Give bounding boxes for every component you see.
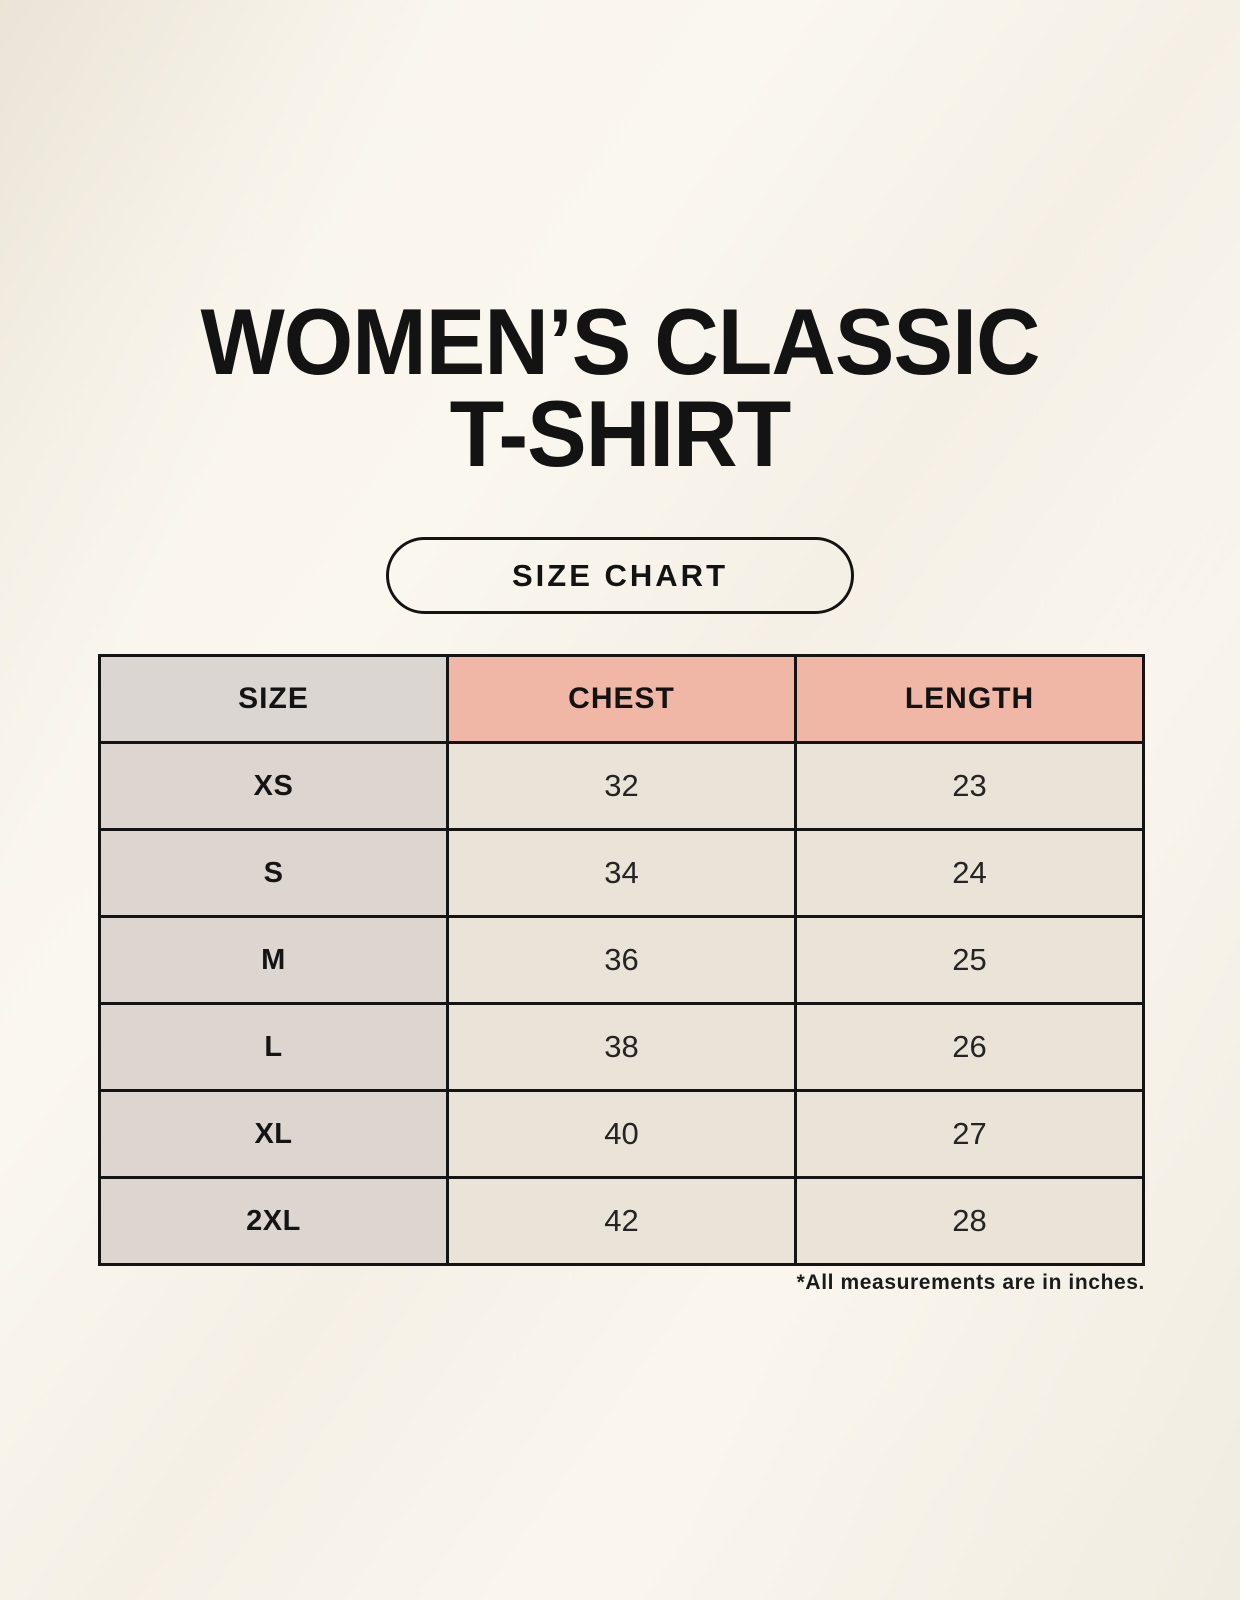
length-cell: 23 bbox=[794, 741, 1145, 831]
length-cell: 26 bbox=[794, 1002, 1145, 1092]
size-chart-table: SIZE CHEST LENGTH XS 32 23 S 34 24 M 36 … bbox=[98, 654, 1145, 1266]
size-cell: XL bbox=[98, 1089, 449, 1179]
column-header-size: SIZE bbox=[98, 654, 449, 744]
page-title-line-1: WOMEN’S CLASSIC bbox=[200, 289, 1040, 394]
chest-cell: 42 bbox=[446, 1176, 797, 1266]
length-cell: 24 bbox=[794, 828, 1145, 918]
table-header-row: SIZE CHEST LENGTH bbox=[98, 654, 1145, 744]
chest-cell: 36 bbox=[446, 915, 797, 1005]
length-cell: 27 bbox=[794, 1089, 1145, 1179]
table-row: S 34 24 bbox=[98, 828, 1145, 918]
length-cell: 28 bbox=[794, 1176, 1145, 1266]
column-header-chest: CHEST bbox=[446, 654, 797, 744]
table-row: M 36 25 bbox=[98, 915, 1145, 1005]
table-row: L 38 26 bbox=[98, 1002, 1145, 1092]
chest-cell: 38 bbox=[446, 1002, 797, 1092]
page-title-line-2: T-SHIRT bbox=[449, 381, 792, 486]
size-cell: M bbox=[98, 915, 449, 1005]
length-cell: 25 bbox=[794, 915, 1145, 1005]
chest-cell: 34 bbox=[446, 828, 797, 918]
table-row: XL 40 27 bbox=[98, 1089, 1145, 1179]
size-cell: 2XL bbox=[98, 1176, 449, 1266]
chest-cell: 40 bbox=[446, 1089, 797, 1179]
size-chart-table-container: SIZE CHEST LENGTH XS 32 23 S 34 24 M 36 … bbox=[98, 654, 1145, 1266]
size-chart-button-label: SIZE CHART bbox=[512, 557, 728, 593]
size-cell: S bbox=[98, 828, 449, 918]
table-row: 2XL 42 28 bbox=[98, 1176, 1145, 1266]
size-chart-button[interactable]: SIZE CHART bbox=[386, 537, 854, 614]
table-row: XS 32 23 bbox=[98, 741, 1145, 831]
page-title: WOMEN’S CLASSIC T-SHIRT bbox=[31, 289, 1209, 486]
measurements-footnote: *All measurements are in inches. bbox=[796, 1271, 1145, 1294]
chest-cell: 32 bbox=[446, 741, 797, 831]
column-header-length: LENGTH bbox=[794, 654, 1145, 744]
size-cell: L bbox=[98, 1002, 449, 1092]
size-cell: XS bbox=[98, 741, 449, 831]
